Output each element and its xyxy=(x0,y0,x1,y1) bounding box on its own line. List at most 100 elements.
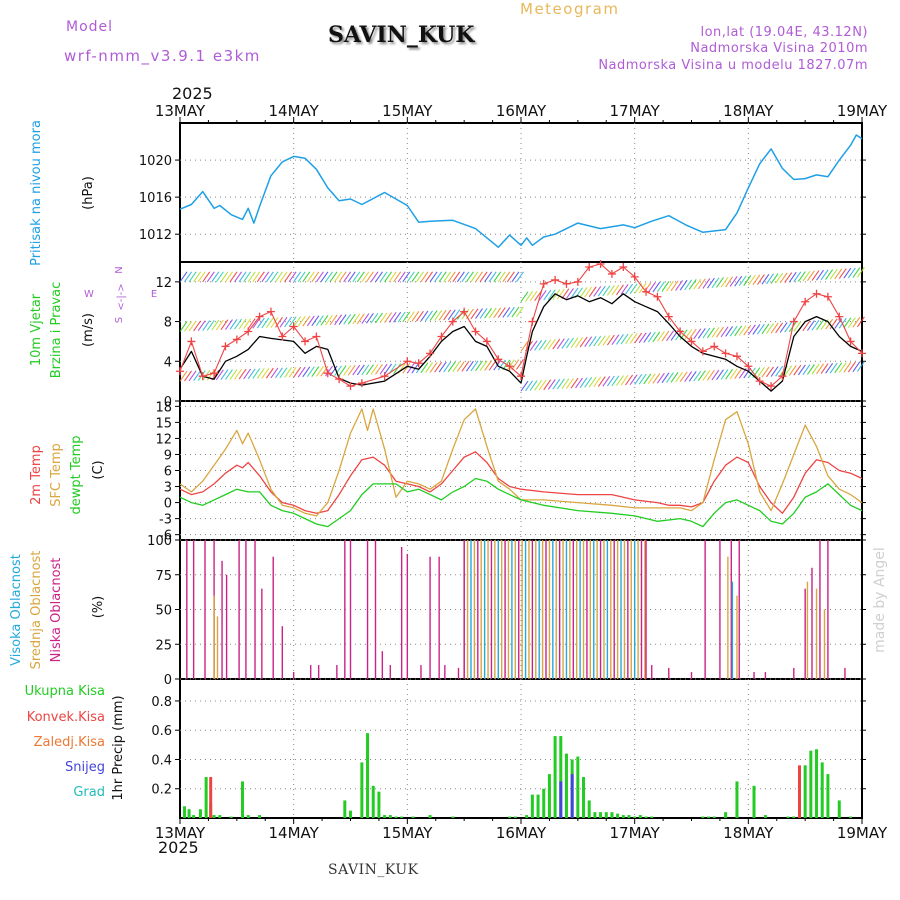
wind-barb xyxy=(693,370,702,382)
wind-barb xyxy=(588,286,597,298)
precip-bar xyxy=(246,815,250,818)
wind-gust-marker xyxy=(789,317,798,326)
wind-barb xyxy=(852,361,861,373)
wind-barb xyxy=(343,365,352,376)
wind-barb xyxy=(547,379,556,390)
wind-barb xyxy=(243,368,252,380)
wind-gust-marker xyxy=(744,362,753,371)
wind-barb xyxy=(829,268,838,280)
precip-bar xyxy=(826,774,830,818)
wind-barb xyxy=(647,373,656,384)
y-tick-label-temp: 18 xyxy=(155,400,172,415)
wind-barb xyxy=(297,366,306,378)
precip-bar xyxy=(388,815,392,818)
precip-bar xyxy=(187,809,191,818)
wind-gust-marker xyxy=(289,322,298,331)
wind-barb xyxy=(797,271,806,282)
wind-barb xyxy=(797,364,806,376)
wind-barb xyxy=(265,367,274,379)
wind-barb xyxy=(720,326,729,338)
wind-gust-marker xyxy=(801,297,810,306)
wind-barb xyxy=(352,364,361,376)
wind-barb xyxy=(543,339,552,351)
precip-bar xyxy=(428,815,432,818)
wind-barb xyxy=(243,318,252,330)
wind-barb xyxy=(747,367,756,379)
y-tick-label-temp: -3 xyxy=(159,513,172,528)
wind-barb xyxy=(561,288,570,300)
wind-barb xyxy=(379,312,388,324)
wind-barb xyxy=(857,266,865,278)
wind-barb xyxy=(843,267,852,279)
wind-barb xyxy=(315,315,324,326)
wind-barb xyxy=(802,320,811,332)
temp-unit: (C) xyxy=(91,460,106,479)
wind-gust-marker xyxy=(482,337,491,346)
wind-barb xyxy=(420,310,429,322)
wind-barb xyxy=(511,359,520,370)
wind-gust-marker xyxy=(323,369,332,378)
station-title: SAVIN_KUK xyxy=(328,22,475,48)
wind-barb xyxy=(602,375,611,387)
wind-barb xyxy=(611,334,620,346)
wind-barb xyxy=(606,285,615,296)
wind-barb xyxy=(352,271,361,283)
wind-barb xyxy=(402,363,411,374)
precip-bar xyxy=(616,813,620,818)
y-tick-label-pressure: 1012 xyxy=(139,228,172,243)
wind-barb xyxy=(525,291,533,302)
wind-barb xyxy=(534,290,543,302)
wind-barb xyxy=(502,271,511,283)
wind-barb xyxy=(811,319,820,331)
wind-barb xyxy=(429,271,438,283)
wind-barb xyxy=(452,309,461,320)
wind-barb xyxy=(343,271,352,283)
wind-barb xyxy=(684,329,693,340)
wind-barb xyxy=(661,372,670,384)
wind-barb xyxy=(506,271,515,283)
elevation-label: Nadmorska Visina 2010m xyxy=(690,41,868,56)
wind-barb xyxy=(497,359,506,371)
wind-barb xyxy=(702,370,711,381)
model-name: wrf-nmm_v3.9.1 e3km xyxy=(64,47,261,65)
wind-barb xyxy=(311,366,320,377)
wind-barb xyxy=(184,320,192,332)
wind-barb xyxy=(834,268,843,280)
wind-barb xyxy=(602,335,611,346)
wind-barb xyxy=(238,368,247,380)
wind-barb xyxy=(247,271,256,283)
wind-barb xyxy=(356,271,365,283)
wind-barb xyxy=(497,307,506,318)
wind-gust-marker xyxy=(266,307,275,316)
wind-barb xyxy=(484,360,493,371)
wind-barb xyxy=(661,281,670,292)
wind-barb xyxy=(656,331,665,342)
wind-gust-marker xyxy=(687,337,696,346)
wind-barb xyxy=(634,374,643,385)
precip-legend-3: Snijeg xyxy=(65,760,105,775)
wind-barb xyxy=(620,374,629,386)
wind-barb xyxy=(270,317,279,328)
wind-barb xyxy=(493,307,502,319)
wind-barb xyxy=(393,363,402,374)
precip-bar xyxy=(559,781,563,818)
wind-barb xyxy=(538,379,547,391)
wind-barb xyxy=(661,330,670,342)
date-label-bottom: 19MAY xyxy=(837,824,888,842)
precip-bar xyxy=(198,809,202,818)
wind-barb xyxy=(361,364,370,376)
cloud-label-visoka: Visoka Oblacnost xyxy=(9,554,24,666)
wind-barb xyxy=(279,316,288,328)
cloud-label-niska: Niska Oblacnost xyxy=(49,558,64,663)
wind-barb xyxy=(329,314,338,326)
precip-bar xyxy=(383,815,387,818)
wind-barb xyxy=(434,271,443,283)
wind-barb xyxy=(547,339,556,350)
wind-barb xyxy=(447,309,456,321)
wind-barb xyxy=(606,375,615,387)
precip-bar xyxy=(638,815,642,818)
wind-barb xyxy=(738,325,747,336)
wind-barb xyxy=(666,330,674,342)
wind-barb xyxy=(334,314,343,326)
wind-barb xyxy=(593,376,602,388)
